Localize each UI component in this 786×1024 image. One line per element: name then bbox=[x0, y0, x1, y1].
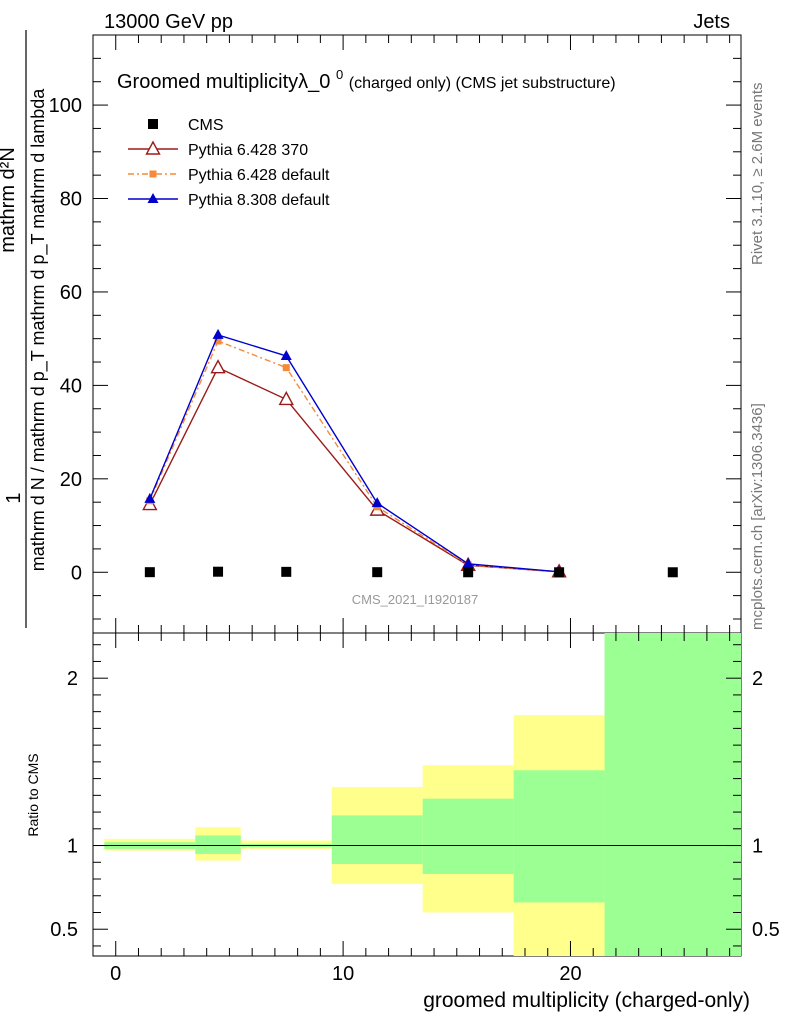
ratio-ylabel: Ratio to CMS bbox=[25, 753, 41, 836]
series-point bbox=[463, 567, 474, 578]
series-cms bbox=[144, 566, 678, 578]
process-label: Jets bbox=[693, 11, 730, 33]
series-point bbox=[282, 364, 290, 372]
ylabel-numerator: mathrm d²N bbox=[0, 147, 19, 253]
chart-title-main: Groomed multiplicityλ_0 bbox=[117, 71, 330, 93]
main-ytick-label: 20 bbox=[60, 469, 82, 491]
ratio-ytick-label-right: 2 bbox=[752, 668, 763, 690]
chart-title: Groomed multiplicityλ_0 0 (charged only)… bbox=[117, 62, 616, 93]
analysis-watermark: CMS_2021_I1920187 bbox=[352, 592, 479, 607]
ratio-xtick-label: 20 bbox=[559, 963, 581, 985]
series-layer bbox=[142, 328, 678, 578]
legend: CMS Pythia 6.428 370 Pythia 6.428 default P… bbox=[128, 117, 330, 209]
series-line bbox=[149, 340, 560, 573]
series-point bbox=[667, 567, 678, 578]
series-point bbox=[281, 566, 292, 577]
series-pythia-6-428-default bbox=[146, 337, 563, 576]
legend-marker bbox=[145, 140, 161, 155]
legend-marker bbox=[148, 119, 158, 129]
ylabel-denominator: mathrm d N / mathrm d p_T mathrm d p_T m… bbox=[28, 88, 49, 571]
main-ytick-label: 40 bbox=[60, 375, 82, 397]
series-point bbox=[462, 557, 474, 568]
legend-label: Pythia 6.428 default bbox=[188, 167, 330, 184]
ratio-bands bbox=[104, 633, 741, 956]
series-line bbox=[149, 366, 560, 573]
legend-marker bbox=[147, 193, 159, 203]
series-point bbox=[210, 359, 226, 374]
series-point bbox=[372, 567, 383, 578]
ratio-ytick-label-right: 0.5 bbox=[752, 919, 780, 941]
series-point bbox=[144, 567, 155, 578]
ratio-ytick-label-left: 2 bbox=[67, 668, 78, 690]
ratio-ytick-label-left: 1 bbox=[67, 836, 78, 858]
ratio-axis-ticks: 0.5 0.51 12 20 10 20 bbox=[50, 633, 780, 985]
legend-label: CMS bbox=[188, 117, 224, 134]
series-point bbox=[554, 567, 565, 578]
chart-title-superscript: 0 bbox=[336, 67, 343, 82]
legend-label: Pythia 8.308 default bbox=[188, 192, 330, 209]
series-line bbox=[149, 334, 560, 573]
series-point bbox=[278, 390, 294, 406]
main-ytick-label: 100 bbox=[49, 95, 82, 117]
ratio-xtick-label: 10 bbox=[332, 963, 354, 985]
chart-title-rest: (charged only) (CMS jet substructure) bbox=[349, 75, 616, 92]
rivet-label: Rivet 3.1.10, ≥ 2.6M events bbox=[749, 83, 766, 266]
mcplots-label: mcplots.cern.ch [arXiv:1306.3436] bbox=[749, 403, 766, 630]
main-ytick-label: 0 bbox=[71, 562, 82, 584]
ratio-band-green-4 bbox=[422, 798, 514, 874]
ratio-band-green-5 bbox=[513, 770, 605, 903]
series-point bbox=[280, 349, 292, 360]
series-point bbox=[213, 566, 224, 577]
series-point bbox=[371, 497, 383, 508]
ratio-band-green-1 bbox=[195, 835, 241, 854]
main-ylabel: 1 mathrm d²N mathrm d N / mathrm d p_T m… bbox=[0, 30, 49, 628]
ratio-xtick-label: 0 bbox=[110, 963, 121, 985]
series-pythia-8-308-default bbox=[144, 328, 565, 576]
main-axis-ticks: 0 20 40 60 80 100 bbox=[49, 35, 741, 633]
legend-marker bbox=[149, 170, 157, 178]
ratio-band-green-3 bbox=[331, 815, 423, 864]
main-ytick-label: 60 bbox=[60, 282, 82, 304]
ratio-band-green-6 bbox=[604, 633, 741, 956]
collision-label: 13000 GeV pp bbox=[104, 11, 233, 33]
series-point bbox=[144, 492, 156, 503]
ratio-ytick-label-left: 0.5 bbox=[50, 919, 78, 941]
x-axis-label: groomed multiplicity (charged-only) bbox=[423, 989, 750, 1012]
series-pythia-6-428-370 bbox=[142, 359, 567, 578]
series-point bbox=[214, 337, 222, 345]
ratio-ytick-label-right: 1 bbox=[752, 836, 763, 858]
series-point bbox=[212, 328, 224, 339]
main-ytick-label: 80 bbox=[60, 189, 82, 211]
legend-label: Pythia 6.428 370 bbox=[188, 142, 308, 159]
ylabel-one: 1 bbox=[3, 492, 25, 503]
